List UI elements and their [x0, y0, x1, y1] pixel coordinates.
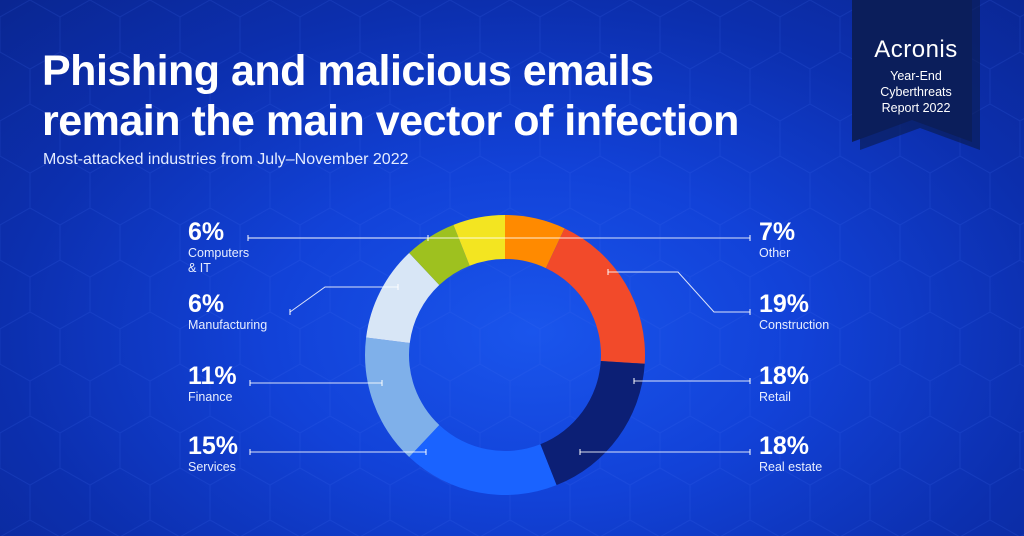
label-computers-it: 6% Computers & IT [188, 218, 249, 276]
pct-computers-it: 6% [188, 218, 225, 246]
slice-other [505, 215, 565, 269]
label-retail: 18% Retail [759, 362, 809, 405]
slice-construction [545, 228, 646, 364]
pct-retail: 18% [759, 362, 810, 390]
slice-retail [540, 361, 645, 486]
slice-manufacturing [409, 224, 470, 286]
label-other: 7% Other [759, 218, 795, 261]
report-line-1: Year-End [890, 69, 942, 83]
name-services: Services [188, 460, 236, 474]
name-finance: Finance [188, 390, 233, 404]
name-real-estate: Real estate [759, 460, 823, 474]
slice-real-estate [409, 424, 557, 495]
acronis-report-badge: Acronis Year-End Cyberthreats Report 202… [852, 0, 980, 156]
slice-finance [366, 252, 440, 343]
label-construction: 19% Construction [759, 290, 829, 333]
report-name: Year-End Cyberthreats Report 2022 [852, 68, 980, 116]
slice-computers-it [453, 215, 505, 266]
slice-services [365, 337, 440, 458]
pct-other: 7% [759, 218, 796, 246]
pct-finance: 11% [188, 362, 237, 390]
page-title: Phishing and malicious emails remain the… [42, 46, 842, 146]
label-real-estate: 18% Real estate [759, 432, 822, 475]
label-manufacturing: 6% Manufacturing [188, 290, 267, 333]
pct-manufacturing: 6% [188, 290, 225, 318]
name-retail: Retail [759, 390, 791, 404]
pct-services: 15% [188, 432, 239, 460]
name-manufacturing: Manufacturing [188, 318, 268, 332]
subtitle: Most-attacked industries from July–Novem… [43, 151, 409, 168]
badge-ribbon [852, 0, 980, 150]
pct-real-estate: 18% [759, 432, 810, 460]
name-construction: Construction [759, 318, 830, 332]
label-services: 15% Services [188, 432, 238, 475]
acronis-logo: Acronis [874, 36, 958, 63]
report-line-2: Cyberthreats [880, 85, 952, 99]
title-line-1: Phishing and malicious emails [42, 47, 654, 95]
name-other: Other [759, 246, 791, 260]
leader-line-construction [608, 271, 750, 313]
pct-construction: 19% [759, 290, 810, 318]
report-line-3: Report 2022 [881, 101, 951, 115]
name-computers-it-line-2: & IT [188, 261, 211, 275]
title-line-2: remain the main vector of infection [42, 97, 739, 145]
label-finance: 11% Finance [188, 362, 237, 405]
leader-line-manufacturing [289, 286, 398, 313]
name-computers-it-line-1: Computers [188, 246, 250, 260]
